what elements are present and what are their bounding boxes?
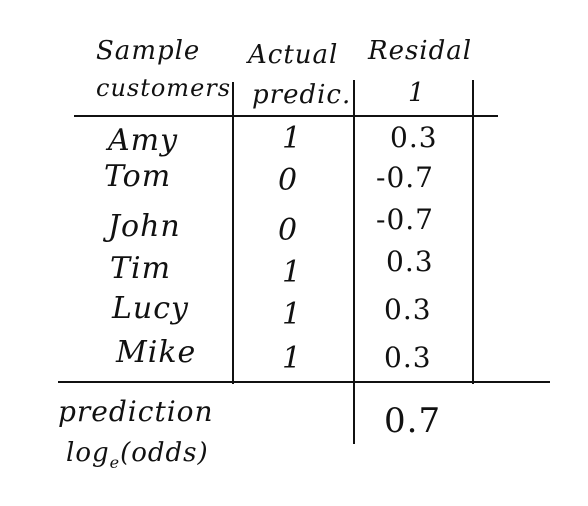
column-divider-1 xyxy=(232,82,234,384)
row-name: Lucy xyxy=(112,291,189,326)
row-residual: -0.7 xyxy=(376,203,434,236)
row-name: Tom xyxy=(104,159,172,194)
row-residual: 0.3 xyxy=(384,293,432,326)
row-actual: 0 xyxy=(278,163,299,198)
footer-label-log-odds: loge(odds) xyxy=(66,440,209,471)
row-actual: 1 xyxy=(282,121,303,156)
row-actual: 1 xyxy=(282,255,303,290)
header-actual-line1: Actual xyxy=(248,40,339,70)
row-residual: -0.7 xyxy=(376,161,434,194)
column-divider-2 xyxy=(353,80,355,444)
row-name: Tim xyxy=(110,251,172,286)
header-residual-line2: 1 xyxy=(408,78,426,108)
footer-divider xyxy=(58,381,550,383)
footer-log-base: e xyxy=(109,453,121,472)
header-sample-line1: Sample xyxy=(96,36,201,66)
footer-label-prediction: prediction xyxy=(58,395,214,428)
row-actual: 1 xyxy=(282,341,303,376)
header-residual-line1: Residal xyxy=(368,36,473,66)
header-sample-line2: customers xyxy=(96,74,232,102)
row-name: John xyxy=(108,209,181,244)
row-residual: 0.3 xyxy=(384,341,432,374)
footer-log-text: log xyxy=(66,438,110,468)
row-name: Amy xyxy=(108,123,179,158)
footer-residual-value: 0.7 xyxy=(384,401,442,441)
row-actual: 1 xyxy=(282,297,303,332)
row-residual: 0.3 xyxy=(386,245,434,278)
header-actual-line2: predic. xyxy=(252,80,352,110)
header-divider xyxy=(74,115,498,117)
row-actual: 0 xyxy=(278,213,299,248)
row-name: Mike xyxy=(116,335,197,370)
column-divider-3 xyxy=(472,80,474,384)
footer-odds-text: (odds) xyxy=(120,438,209,468)
row-residual: 0.3 xyxy=(390,121,438,154)
